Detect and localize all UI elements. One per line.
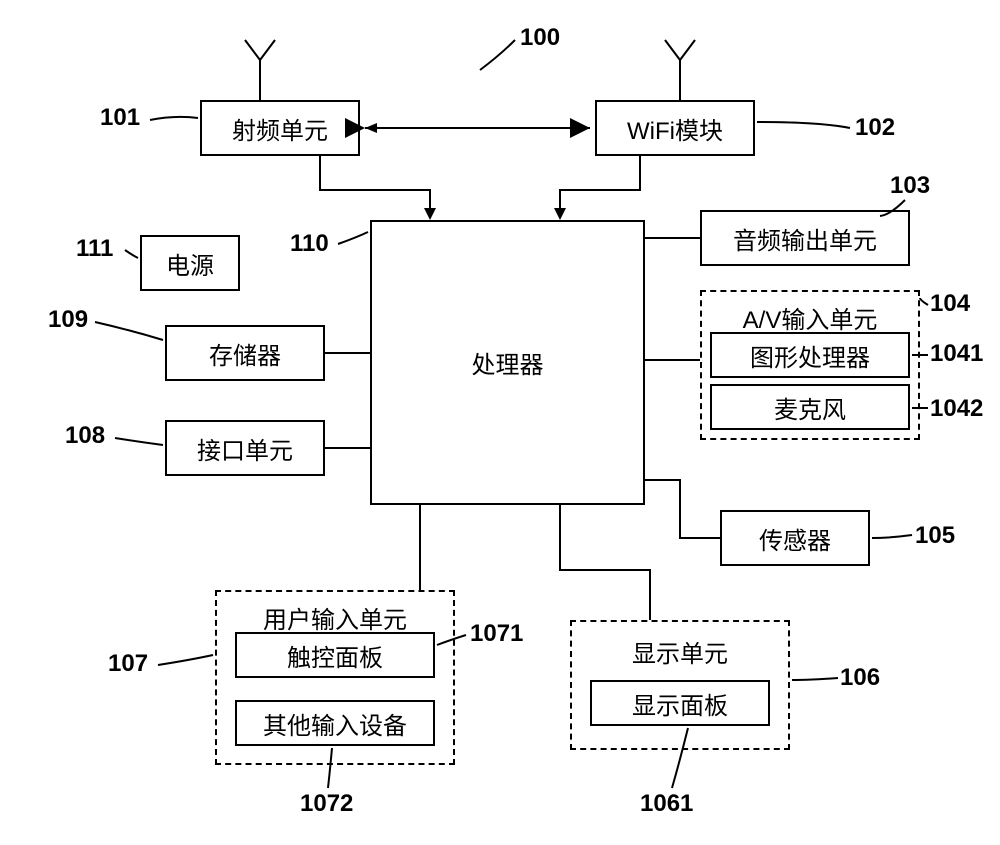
- ref-label-110: 110: [290, 230, 329, 258]
- ref-label-108: 108: [65, 422, 105, 450]
- display-group-title: 显示单元: [572, 630, 788, 673]
- ref-label-102: 102: [855, 114, 895, 142]
- ref-label-103: 103: [890, 172, 930, 200]
- other-input-block: 其他输入设备: [235, 700, 435, 746]
- touch-panel-label: 触控面板: [287, 638, 383, 673]
- processor-block: 处理器: [370, 220, 645, 505]
- interface-block: 接口单元: [165, 420, 325, 476]
- other-input-label: 其他输入设备: [263, 706, 407, 741]
- gpu-block: 图形处理器: [710, 332, 910, 378]
- power-label: 电源: [166, 246, 214, 281]
- ref-label-101: 101: [100, 104, 140, 132]
- rf-unit-block: 射频单元: [200, 100, 360, 156]
- ref-label-104: 104: [930, 290, 970, 318]
- ref-label-1071: 1071: [470, 620, 523, 648]
- gpu-label: 图形处理器: [750, 338, 870, 373]
- wifi-block: WiFi模块: [595, 100, 755, 156]
- antenna-wifi: [665, 40, 695, 100]
- ref-label-1061: 1061: [640, 790, 693, 818]
- ref-label-1041: 1041: [930, 340, 983, 368]
- antenna-rf: [245, 40, 275, 100]
- wifi-label: WiFi模块: [627, 111, 723, 146]
- touch-panel-block: 触控面板: [235, 632, 435, 678]
- mic-label: 麦克风: [774, 390, 846, 425]
- mic-block: 麦克风: [710, 384, 910, 430]
- memory-label: 存储器: [209, 336, 281, 371]
- ref-label-109: 109: [48, 306, 88, 334]
- display-panel-label: 显示面板: [632, 686, 728, 721]
- sensor-block: 传感器: [720, 510, 870, 566]
- ref-label-106: 106: [840, 664, 880, 692]
- sensor-label: 传感器: [759, 521, 831, 556]
- interface-label: 接口单元: [197, 431, 293, 466]
- rf-unit-label: 射频单元: [232, 111, 328, 146]
- audio-out-label: 音频输出单元: [733, 221, 877, 256]
- power-block: 电源: [140, 235, 240, 291]
- processor-label: 处理器: [472, 345, 544, 380]
- memory-block: 存储器: [165, 325, 325, 381]
- ref-label-1072: 1072: [300, 790, 353, 818]
- display-panel-block: 显示面板: [590, 680, 770, 726]
- ref-label-1042: 1042: [930, 395, 983, 423]
- ref-label-107: 107: [108, 650, 148, 678]
- ref-label-100: 100: [520, 24, 560, 52]
- ref-label-111: 111: [76, 235, 113, 263]
- ref-label-105: 105: [915, 522, 955, 550]
- audio-out-block: 音频输出单元: [700, 210, 910, 266]
